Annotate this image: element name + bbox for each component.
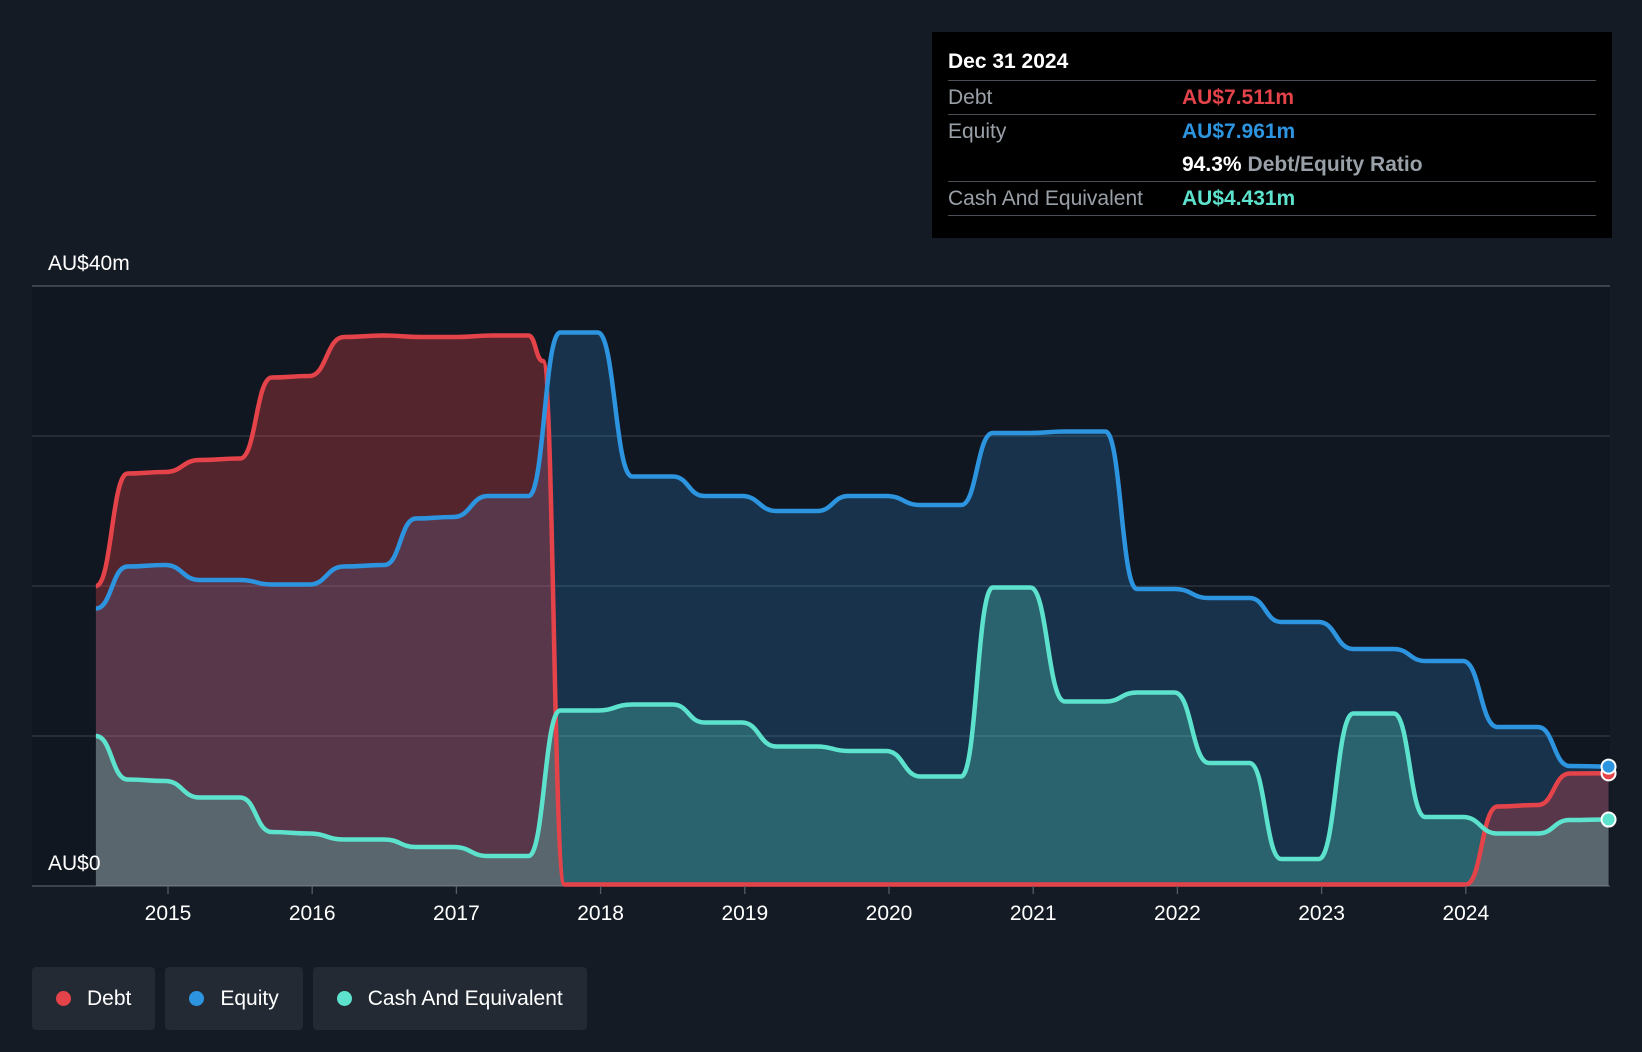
y-axis-top-label: AU$40m xyxy=(48,252,130,275)
series-areas xyxy=(95,332,1609,886)
end-marker-equity[interactable] xyxy=(1600,758,1617,775)
end-marker-cash-and-equivalent[interactable] xyxy=(1600,811,1617,828)
line-cash-and-equivalent xyxy=(95,585,1609,862)
legend-item-equity[interactable]: Equity xyxy=(165,967,303,1030)
tooltip-ratio-value: 94.3% xyxy=(1182,153,1242,176)
area-cash-and-equivalent xyxy=(95,587,1609,886)
tooltip-row-ratio: 94.3% Debt/Equity Ratio xyxy=(948,148,1596,182)
end-markers xyxy=(1600,758,1617,828)
legend-label-debt: Debt xyxy=(87,986,132,1010)
area-equity xyxy=(95,332,1609,886)
x-tick-label: 2015 xyxy=(145,902,192,925)
legend-label-cash: Cash And Equivalent xyxy=(367,986,563,1010)
tooltip-debt-value: AU$7.511m xyxy=(1182,86,1295,109)
legend: Debt Equity Cash And Equivalent xyxy=(32,967,587,1030)
tooltip-date: Dec 31 2024 xyxy=(948,44,1596,81)
tooltip-cash-label: Cash And Equivalent xyxy=(948,187,1143,210)
tooltip-ratio-label: Debt/Equity Ratio xyxy=(1247,153,1423,176)
x-tick-label: 2019 xyxy=(721,902,768,925)
x-tick-label: 2024 xyxy=(1442,902,1489,925)
x-axis-ticks: 2015 2016 2017 2018 2019 2020 2021 2022 2023 2024 xyxy=(145,886,1489,925)
legend-item-cash[interactable]: Cash And Equivalent xyxy=(312,967,587,1030)
legend-label-equity: Equity xyxy=(220,986,279,1010)
legend-dot-cash-icon xyxy=(336,991,352,1006)
tooltip-cash-value: AU$4.431m xyxy=(1182,187,1296,210)
tooltip-equity-label: Equity xyxy=(948,120,1007,143)
legend-item-debt[interactable]: Debt xyxy=(32,967,156,1030)
x-tick-label: 2020 xyxy=(866,902,913,925)
tooltip-debt-label: Debt xyxy=(948,86,993,109)
legend-dot-debt-icon xyxy=(56,991,71,1006)
x-tick-label: 2021 xyxy=(1010,902,1057,925)
line-equity xyxy=(95,330,1609,769)
tooltip-row-debt: Debt AU$7.511m xyxy=(948,81,1596,115)
x-tick-label: 2018 xyxy=(577,902,624,925)
tooltip-equity-value: AU$7.961m xyxy=(1182,120,1296,143)
x-tick-label: 2022 xyxy=(1154,902,1201,925)
area-debt xyxy=(95,335,1609,886)
tooltip-row-equity: Equity AU$7.961m xyxy=(948,115,1596,148)
x-tick-label: 2023 xyxy=(1298,902,1345,925)
legend-dot-equity-icon xyxy=(189,991,205,1006)
tooltip-panel: Dec 31 2024 Debt AU$7.511m Equity AU$7.9… xyxy=(932,32,1612,238)
series-lines xyxy=(94,330,1609,887)
x-tick-label: 2017 xyxy=(433,902,480,925)
tooltip-row-cash: Cash And Equivalent AU$4.431m xyxy=(948,182,1596,216)
line-debt xyxy=(94,333,1609,887)
x-tick-label: 2016 xyxy=(289,902,336,925)
y-axis-bottom-label: AU$0 xyxy=(48,852,101,875)
